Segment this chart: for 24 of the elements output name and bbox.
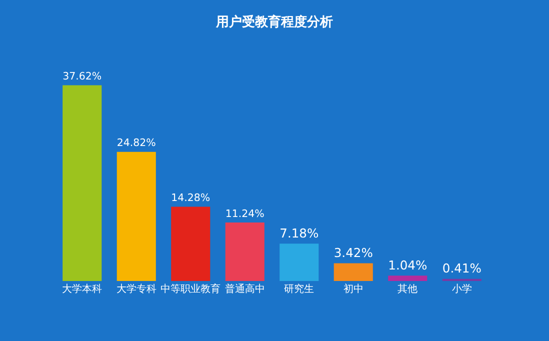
x-tick-label: 小学 [452, 283, 472, 295]
data-label: 37.62% [62, 70, 102, 83]
bar [334, 263, 373, 281]
data-label: 0.41% [442, 262, 482, 276]
x-tick-label: 大学本科 [62, 283, 102, 295]
data-label: 14.28% [171, 192, 210, 204]
chart-title: 用户受教育程度分析 [215, 14, 333, 30]
data-label: 1.04% [388, 258, 428, 272]
bar [116, 152, 156, 281]
bar [280, 244, 319, 281]
data-label: 7.18% [280, 226, 319, 240]
x-tick-label: 其他 [398, 283, 418, 295]
x-tick-label: 研究生 [284, 283, 314, 295]
bar [225, 222, 264, 281]
x-tick-label: 中等职业教育 [160, 283, 221, 295]
bar [62, 85, 102, 281]
x-tick-label: 大学专科 [116, 283, 156, 295]
x-tick-label: 普通高中 [224, 283, 265, 295]
data-label: 24.82% [116, 138, 156, 150]
x-tick-label: 初中 [343, 283, 364, 295]
data-label: 11.24% [225, 208, 265, 220]
data-label: 3.42% [334, 246, 373, 260]
bar [388, 276, 428, 281]
bar [171, 206, 210, 281]
